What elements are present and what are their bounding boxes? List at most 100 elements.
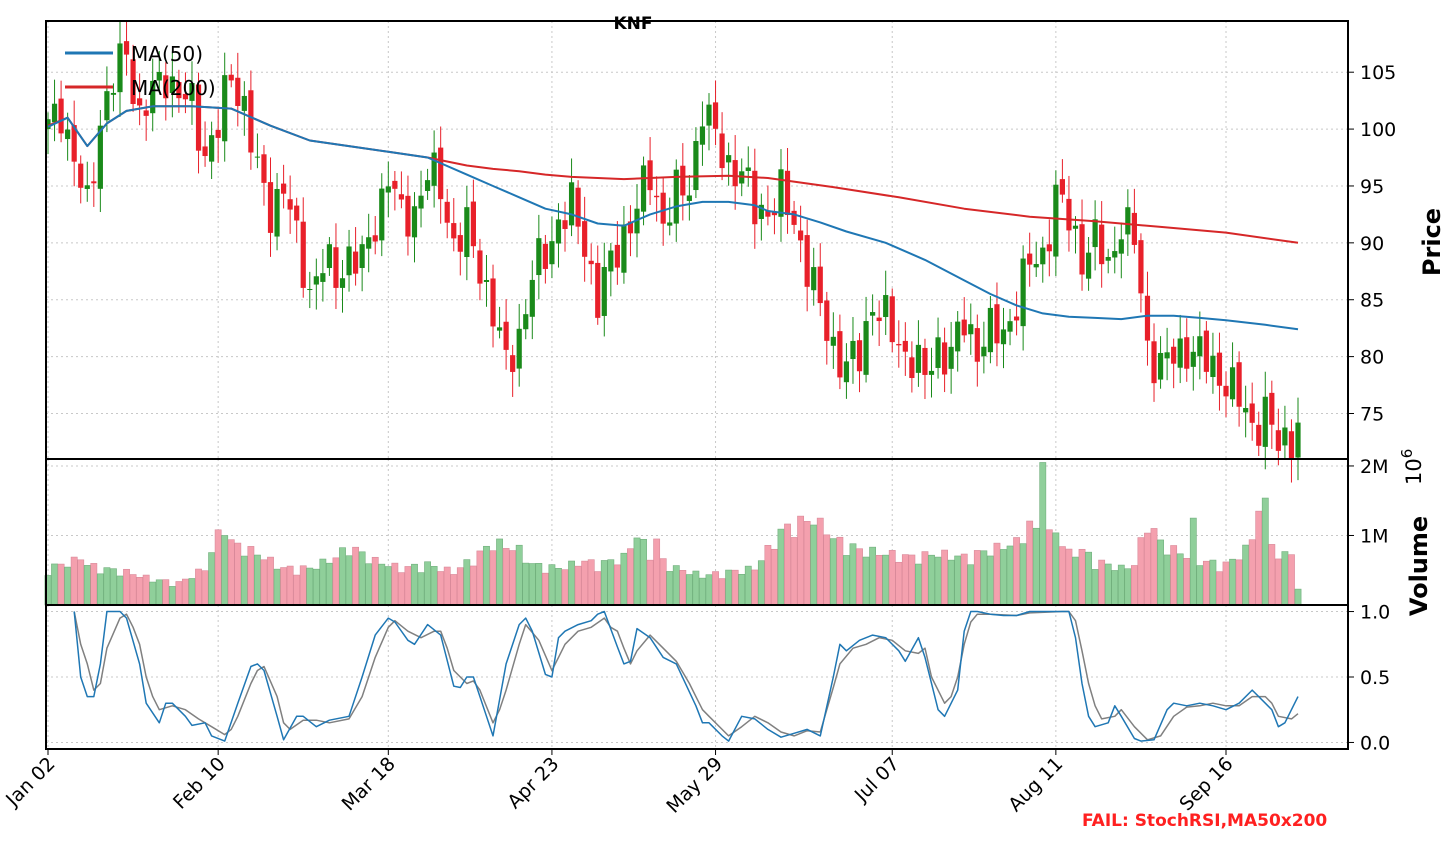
volume-bar	[345, 555, 353, 606]
volume-bar	[247, 546, 255, 606]
volume-bar	[339, 547, 346, 606]
volume-bar	[1032, 527, 1040, 606]
candle-body	[137, 98, 143, 106]
stoch-tick-label: 1.0	[1360, 602, 1390, 624]
candle-body	[1216, 352, 1223, 386]
volume-bar	[398, 572, 405, 606]
candle-body	[915, 344, 922, 373]
candle-body	[516, 328, 522, 369]
candle-body	[706, 104, 712, 126]
candle-body	[752, 170, 758, 225]
candle-body	[235, 77, 241, 106]
candle-body	[902, 340, 908, 352]
candle-body	[1203, 330, 1209, 372]
stoch-k-line	[73, 610, 1299, 742]
volume-bar	[411, 563, 418, 606]
volume-bar	[1130, 565, 1138, 606]
candle-body	[1138, 240, 1144, 294]
volume-bar	[168, 586, 176, 606]
candle-body	[1262, 396, 1268, 447]
volume-bar	[685, 574, 693, 606]
volume-exponent-power: 6	[1398, 449, 1416, 459]
volume-bar	[967, 564, 975, 606]
volume-bar	[116, 575, 124, 606]
volume-bar	[195, 568, 202, 606]
candle-body	[366, 237, 372, 249]
volume-bar	[129, 574, 137, 606]
candle-body	[352, 251, 359, 274]
candle-body	[1190, 351, 1196, 367]
candle-body	[778, 169, 784, 217]
candle-body	[568, 182, 575, 226]
candle-body	[1105, 256, 1111, 261]
volume-bar	[810, 524, 818, 606]
volume-bar	[928, 554, 935, 606]
volume-bar	[980, 550, 988, 606]
date-tick-label: Sep 16	[1175, 753, 1237, 815]
volume-bar	[548, 564, 556, 606]
volume-bar	[757, 560, 765, 606]
volume-bar	[469, 565, 477, 606]
candle-body	[209, 135, 215, 162]
grid-lines	[46, 21, 1348, 749]
candle-body	[84, 185, 90, 189]
candle-body	[726, 155, 732, 163]
candle-body	[909, 357, 915, 379]
volume-bar	[1274, 558, 1282, 606]
volume-bar	[240, 555, 248, 606]
volume-bar	[77, 559, 85, 606]
legend-ma200-label: MA(200)	[131, 76, 216, 100]
volume-bar	[600, 560, 608, 606]
candle-body	[974, 328, 980, 362]
candle-body	[267, 182, 274, 233]
panel-frames	[45, 20, 1349, 750]
stoch-d-line	[73, 610, 1299, 741]
volume-bar	[692, 570, 700, 606]
candle-body	[91, 181, 97, 184]
volume-bar	[613, 564, 621, 606]
candle-body	[1000, 329, 1007, 345]
date-tick-label: Jan 02	[1, 753, 59, 811]
candle-body	[411, 206, 418, 238]
volume-bar	[888, 550, 896, 606]
volume-bar	[391, 562, 399, 606]
volume-bar	[738, 573, 746, 606]
volume-bar	[829, 538, 837, 606]
candle-body	[1099, 224, 1105, 265]
volume-bar	[1235, 559, 1243, 606]
volume-bar	[823, 534, 831, 606]
volume-bar	[1104, 563, 1112, 606]
volume-bar	[640, 538, 647, 606]
volume-axis-label: Volume	[1405, 516, 1433, 616]
candle-body	[248, 90, 254, 153]
candle-body	[1027, 253, 1033, 265]
volume-bar	[175, 581, 183, 606]
volume-bar	[1268, 544, 1276, 606]
volume-bar	[1261, 497, 1269, 606]
volume-bar	[57, 563, 65, 606]
volume-bar	[1124, 568, 1132, 606]
candle-body	[1177, 338, 1183, 368]
volume-bar	[751, 569, 759, 606]
candle-body	[78, 163, 84, 188]
candle-body	[503, 321, 509, 350]
volume-bar	[679, 570, 687, 606]
volume-bar	[594, 571, 602, 606]
candle-body	[889, 296, 895, 343]
volume-bar	[90, 563, 98, 606]
date-tick-label: Mar 18	[338, 753, 400, 815]
volume-bar	[555, 568, 562, 606]
candle-body	[339, 278, 346, 288]
legend-ma50-label: MA(50)	[131, 42, 203, 66]
candle-body	[1197, 336, 1203, 357]
volume-bar	[1117, 564, 1125, 606]
candle-body	[562, 220, 568, 229]
candle-body	[870, 312, 876, 316]
volume-bar	[535, 563, 543, 606]
volume-bar	[587, 559, 595, 606]
candle-body	[922, 347, 928, 375]
volume-bar	[1045, 529, 1053, 606]
candle-body	[228, 74, 234, 81]
candle-body	[863, 321, 869, 375]
volume-bar	[476, 550, 484, 606]
